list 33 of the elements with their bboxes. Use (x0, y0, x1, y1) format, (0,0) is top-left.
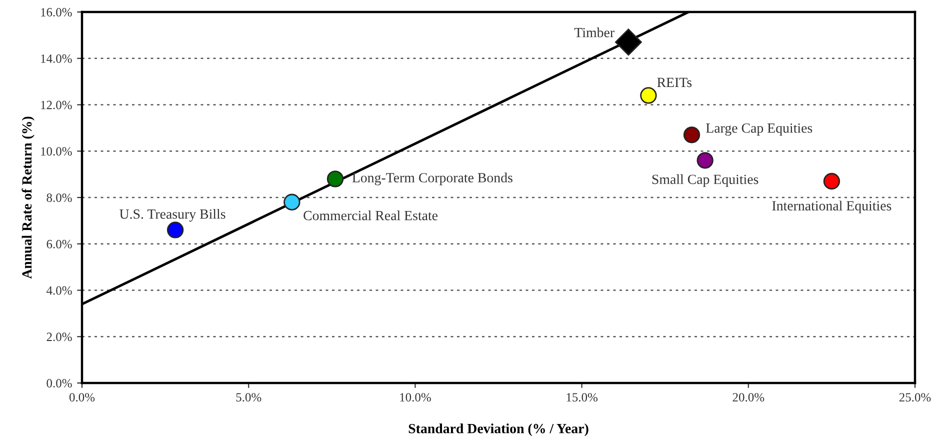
series-label: REITs (657, 78, 692, 88)
series-label: Small Cap Equities (652, 174, 758, 187)
x-tick-label: 15.0% (566, 393, 598, 402)
point (284, 194, 300, 210)
x-tick-label: 10.0% (400, 393, 431, 402)
series-label: International Equities (772, 200, 892, 214)
y-tick-label: 10.0% (41, 147, 72, 156)
y-axis-title: Annual Rate of Return (%) (22, 116, 34, 279)
series-label: Timber (574, 28, 614, 38)
y-tick-label: 6.0% (46, 240, 72, 248)
y-tick-label: 16.0% (41, 8, 72, 17)
point (640, 87, 657, 104)
series-label: Large Cap Equities (706, 123, 812, 136)
point (326, 170, 344, 188)
x-axis-title: Standard Deviation (% / Year) (408, 424, 588, 436)
series-label: Long-Term Corporate Bonds (352, 172, 512, 186)
x-tick-label: 25.0% (899, 393, 931, 402)
point (696, 152, 714, 169)
y-tick-label: 4.0% (46, 286, 72, 295)
x-tick-label: 5.0% (236, 393, 262, 402)
series-label: Commercial Real Estate (304, 210, 438, 220)
y-tick-label: 0.0% (46, 379, 72, 388)
point (683, 126, 700, 144)
point (823, 172, 840, 190)
x-tick-label: 0.0% (69, 393, 95, 402)
point (166, 222, 184, 238)
y-tick-label: 8.0% (46, 194, 72, 202)
y-tick-label: 2.0% (46, 332, 72, 342)
point (614, 28, 642, 56)
y-tick-label: 12.0% (41, 100, 72, 110)
y-tick-label: 14.0% (41, 54, 72, 63)
x-tick-label: 20.0% (732, 393, 764, 402)
series-label: U.S. Treasury Bills (120, 208, 226, 222)
